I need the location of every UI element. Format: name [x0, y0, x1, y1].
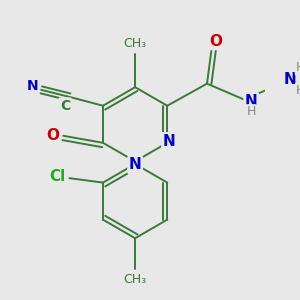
Text: CH₃: CH₃ — [124, 273, 147, 286]
Text: N: N — [284, 72, 296, 87]
Text: N: N — [245, 94, 257, 109]
Text: CH₃: CH₃ — [124, 37, 147, 50]
Text: H: H — [296, 61, 300, 74]
Text: N: N — [129, 158, 142, 172]
Text: Cl: Cl — [49, 169, 65, 184]
Text: O: O — [46, 128, 59, 143]
Text: H: H — [247, 105, 256, 119]
Text: H: H — [296, 84, 300, 97]
Text: C: C — [60, 99, 70, 113]
Text: O: O — [209, 34, 222, 49]
Text: N: N — [163, 134, 176, 148]
Text: N: N — [26, 79, 38, 93]
